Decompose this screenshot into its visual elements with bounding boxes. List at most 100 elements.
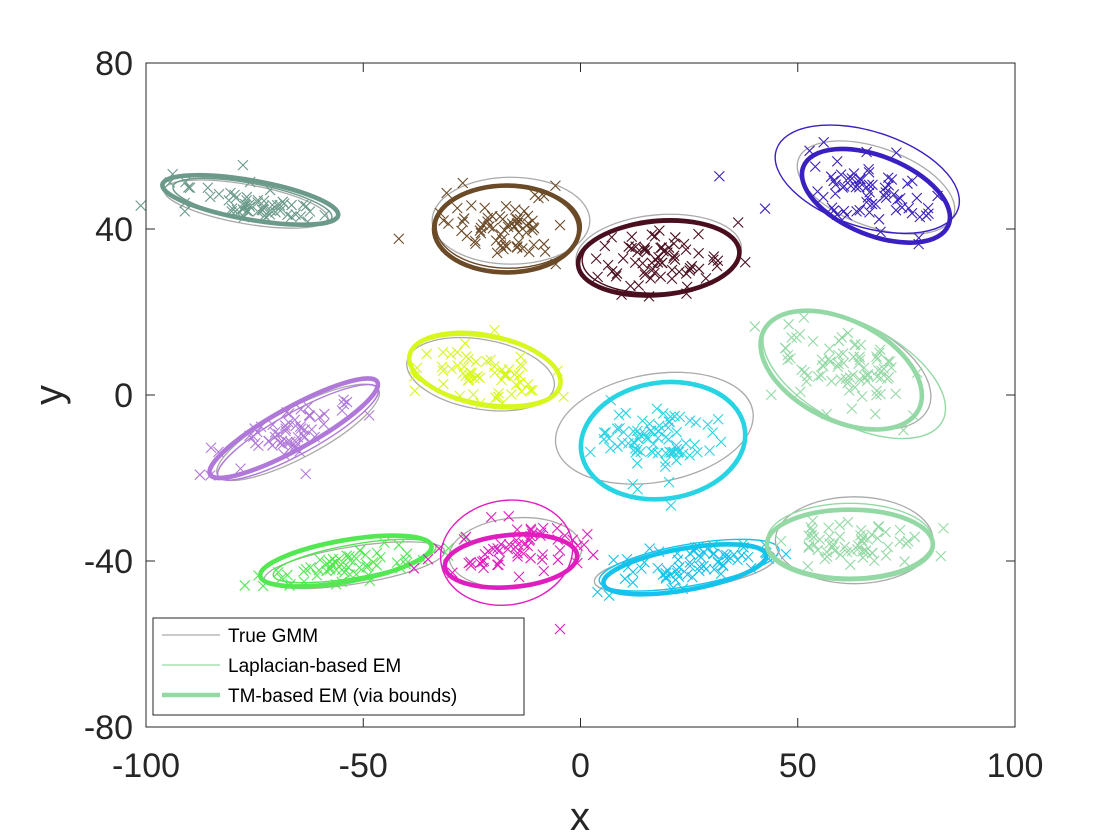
data-point — [610, 270, 622, 282]
data-point — [606, 231, 618, 243]
data-point — [639, 269, 651, 281]
data-point — [658, 245, 669, 257]
data-point — [667, 446, 678, 458]
data-point — [653, 420, 665, 432]
data-point — [824, 538, 836, 549]
data-point — [876, 365, 887, 377]
data-point — [400, 558, 412, 570]
data-point — [558, 391, 569, 403]
data-point — [295, 423, 307, 434]
data-point — [914, 211, 926, 223]
data-point — [184, 182, 196, 194]
data-point — [873, 213, 885, 225]
data-point — [842, 173, 854, 184]
data-point — [871, 371, 883, 383]
data-point — [804, 145, 815, 157]
data-point — [843, 385, 855, 396]
data-point — [605, 442, 616, 454]
data-point — [204, 191, 216, 203]
data-point — [686, 260, 698, 272]
data-point — [283, 408, 295, 419]
data-point — [794, 328, 806, 340]
data-point — [512, 547, 523, 559]
data-point — [631, 457, 643, 469]
data-point — [554, 219, 566, 231]
y-tick-label: 40 — [95, 211, 133, 249]
data-point — [354, 545, 366, 557]
data-point — [851, 206, 862, 217]
tm-em-ellipse — [257, 533, 434, 589]
data-point — [239, 198, 251, 210]
data-point — [485, 511, 497, 523]
data-point — [280, 425, 291, 437]
data-point — [807, 515, 819, 527]
data-point — [666, 583, 678, 595]
data-point — [285, 578, 296, 590]
data-point — [854, 173, 866, 185]
data-point — [707, 254, 719, 266]
data-point — [244, 176, 256, 188]
data-point — [649, 230, 661, 242]
data-point — [625, 280, 636, 292]
tm-em-ellipse — [578, 379, 748, 502]
data-point — [274, 437, 286, 449]
data-point — [554, 545, 566, 556]
data-point — [451, 202, 463, 214]
data-point — [803, 540, 815, 552]
data-point — [684, 415, 696, 426]
data-point — [326, 558, 338, 570]
data-point — [909, 531, 921, 543]
data-point — [669, 254, 681, 266]
data-point — [873, 520, 884, 532]
data-point — [350, 553, 362, 564]
data-point — [833, 358, 844, 370]
data-point — [204, 470, 216, 481]
y-tick-label: -40 — [84, 543, 133, 581]
data-point — [434, 207, 446, 219]
data-point — [686, 571, 698, 583]
data-point — [492, 391, 504, 403]
sample-points — [584, 394, 727, 511]
data-point — [814, 534, 826, 546]
data-point — [704, 445, 715, 456]
data-point — [535, 530, 546, 542]
data-point — [269, 431, 281, 443]
x-tick-label: 50 — [779, 747, 817, 785]
data-point — [663, 476, 675, 488]
data-point — [854, 204, 866, 216]
data-point — [550, 258, 562, 270]
data-point — [670, 574, 681, 586]
cluster-5 — [406, 324, 569, 412]
data-point — [854, 176, 865, 188]
sample-points — [239, 532, 471, 592]
data-point — [906, 207, 918, 219]
data-point — [529, 189, 541, 201]
data-point — [671, 567, 683, 579]
data-point — [592, 271, 604, 283]
data-point — [490, 392, 501, 404]
data-point — [239, 580, 251, 591]
data-point — [655, 271, 667, 283]
data-point — [294, 446, 306, 457]
data-point — [503, 539, 515, 550]
data-point — [474, 225, 486, 236]
data-point — [271, 199, 283, 211]
data-point — [812, 371, 824, 382]
data-point — [900, 538, 912, 550]
data-point — [282, 209, 293, 221]
data-point — [833, 335, 845, 347]
data-point — [559, 530, 571, 541]
data-point — [319, 209, 331, 221]
data-point — [713, 170, 725, 182]
tm-em-ellipse — [764, 507, 936, 582]
data-point — [652, 562, 664, 574]
cluster-2 — [393, 176, 591, 275]
data-point — [457, 216, 469, 228]
data-point — [848, 351, 859, 363]
data-point — [282, 436, 293, 448]
data-point — [643, 290, 655, 302]
data-point — [605, 394, 617, 406]
data-point — [537, 522, 549, 534]
data-point — [463, 557, 475, 569]
data-point — [652, 432, 664, 444]
